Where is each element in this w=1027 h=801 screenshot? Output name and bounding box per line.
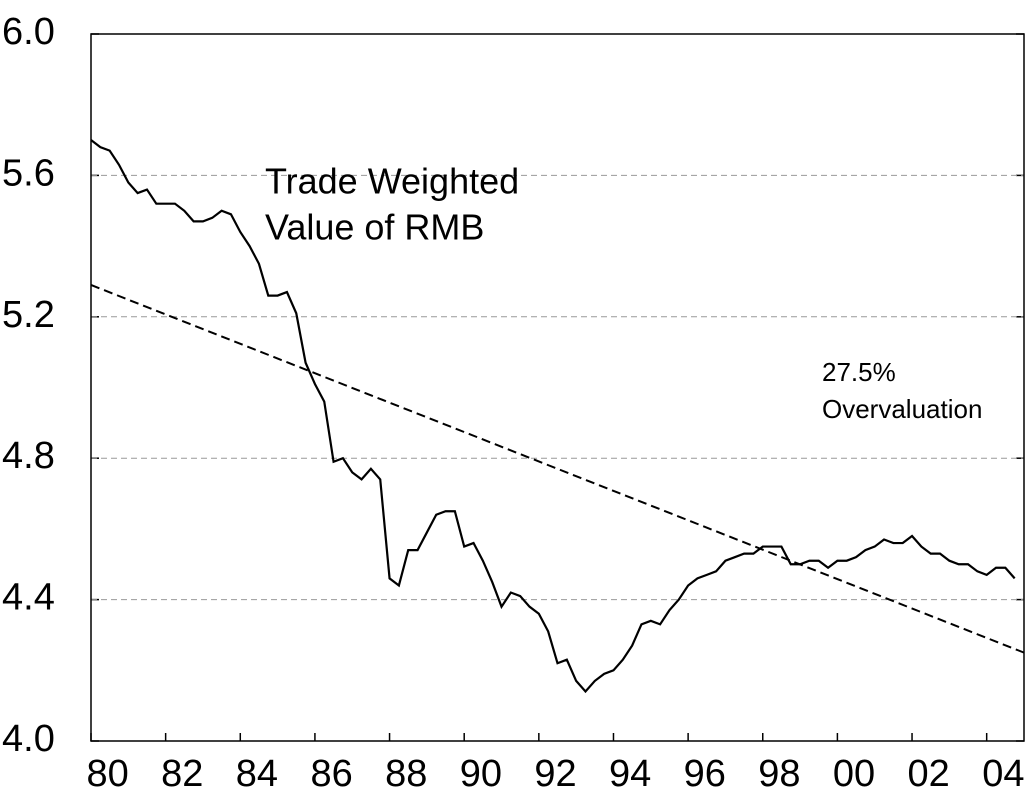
y-tick-label: 6.0 (2, 11, 55, 53)
x-tick-label: 88 (385, 753, 427, 795)
x-tick-label: 90 (460, 753, 502, 795)
y-tick-label: 4.0 (2, 718, 55, 760)
series-line (90, 139, 1016, 694)
trend-line (90, 284, 1025, 654)
plot-frame (90, 33, 1025, 742)
annotation: 27.5% (822, 357, 896, 387)
x-tick-label: 98 (758, 753, 800, 795)
annotation: Value of RMB (265, 207, 484, 248)
annotation: Trade Weighted (265, 161, 519, 202)
x-tick-label: 86 (310, 753, 352, 795)
y-tick-label: 4.4 (2, 577, 55, 619)
x-tick-label: 04 (982, 753, 1024, 795)
x-tick-label: 92 (534, 753, 576, 795)
x-tick-label: 96 (684, 753, 726, 795)
y-tick-label: 5.6 (2, 152, 55, 194)
x-tick-label: 82 (161, 753, 203, 795)
x-tick-label: 80 (87, 753, 129, 795)
y-tick-label: 5.2 (2, 294, 55, 336)
x-tick-label: 00 (833, 753, 875, 795)
x-tick-label: 02 (908, 753, 950, 795)
y-tick-label: 4.8 (2, 435, 55, 477)
x-tick-label: 94 (609, 753, 651, 795)
x-tick-label: 84 (236, 753, 278, 795)
annotation: Overvaluation (822, 394, 982, 424)
